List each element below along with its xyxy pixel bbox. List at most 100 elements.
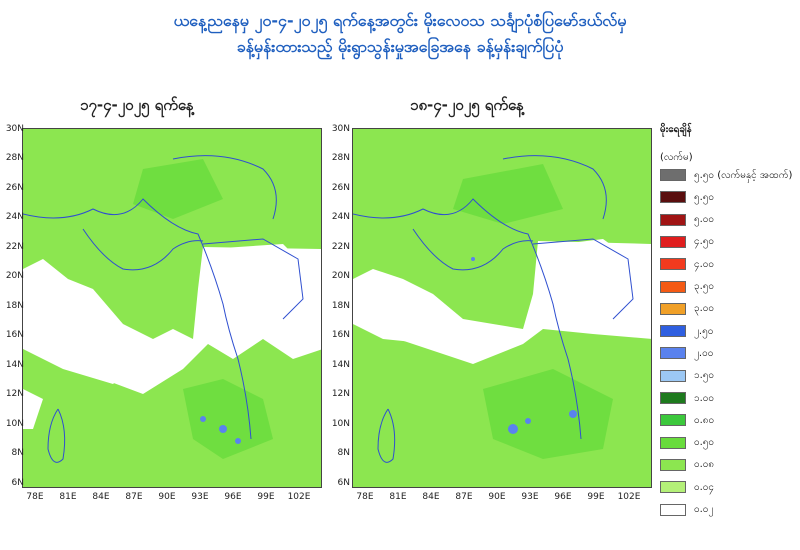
legend-item: ၀.၀၄ [660,479,714,495]
map-left-date-label: ၁၇-၄-၂၀၂၅ ရက်နေ့ [80,96,194,114]
map-left[interactable] [22,128,322,488]
legend-item: ၄.၅၀ [660,234,714,250]
lon-tick: 87E [455,492,473,502]
lat-tick: 14N [5,360,24,370]
legend-swatch [660,347,686,360]
legend-item: ၅.၅၀ [660,189,714,205]
lat-tick: 22N [331,242,350,252]
lat-tick: 16N [5,330,24,340]
legend-label: ၄.၅၀ [694,236,715,248]
legend-unit: (လက်မ) [660,152,693,163]
legend-swatch [660,302,686,315]
legend-label: ၃.၀၀ [694,303,715,315]
legend-label: ၁.၅၀ [694,370,715,382]
legend-title: မိုးရေချိန် [660,124,692,135]
lon-tick: 99E [257,492,275,502]
lon-tick: 81E [59,492,77,502]
legend-label: ၂.၅၀ [694,325,714,337]
lat-tick: 30N [331,124,350,134]
header-line-1: ယနေ့ညနေမှ ၂၀-၄-၂၀၂၅ ရက်နေ့အတွင်း မိုးလေဝ… [173,11,627,30]
lat-tick: 8N [337,448,350,458]
legend-item: ၅.၅၀ (လက်မနှင့် အထက်) [660,167,792,183]
lat-tick: 18N [5,301,24,311]
map-right-date-label: ၁၈-၄-၂၀၂၅ ရက်နေ့ [410,96,524,114]
lon-tick: 90E [158,492,176,502]
legend-label: ၅.၅၀ [694,191,715,203]
legend-swatch [660,458,686,471]
lon-tick: 99E [587,492,605,502]
lat-tick: 24N [331,212,350,222]
coastline [353,155,634,463]
header-line-2: ခန့်မှန်းထားသည့် မိုးရွာသွန်းမှုအခြေအနေ … [236,37,564,56]
legend-label: ၅.၅၀ (လက်မနှင့် အထက်) [694,169,793,181]
lon-tick: 96E [554,492,572,502]
lat-tick: 20N [5,271,24,281]
lat-tick: 18N [331,301,350,311]
lat-tick: 12N [5,389,24,399]
legend-label: ၀.၀၈ [694,459,715,471]
lat-tick: 28N [5,153,24,163]
lat-tick: 26N [331,183,350,193]
lon-tick: 96E [224,492,242,502]
legend-item: ၀.၅၀ [660,435,714,451]
lon-tick: 87E [125,492,143,502]
lon-tick: 93E [521,492,539,502]
lat-tick: 28N [331,153,350,163]
legend-swatch [660,280,686,293]
legend-item: ၀.၀၈ [660,457,714,473]
legend-swatch [660,169,686,181]
lon-tick: 102E [287,492,311,502]
legend-item: ၂.၅၀ [660,323,713,339]
rain-patch-blue [200,416,241,444]
legend-swatch [660,213,686,226]
legend-swatch [660,191,686,204]
legend-item: ၁.၀၀ [660,390,714,406]
lat-tick: 14N [331,360,350,370]
lat-tick: 26N [5,183,24,193]
lon-tick: 78E [26,492,44,502]
lon-tick: 84E [422,492,440,502]
lon-tick: 90E [488,492,506,502]
legend-item: ၂.၀၀ [660,345,713,361]
map-right-graphic [353,129,651,487]
lat-tick: 24N [5,212,24,222]
legend-swatch [660,235,686,248]
legend-swatch [660,258,686,271]
rain-patch-blue [471,257,577,434]
legend-item: ၃.၀၀ [660,301,714,317]
lat-tick: 6N [11,478,24,488]
legend-label: ၅.၀၀ [694,214,715,226]
lat-tick: 10N [331,419,350,429]
legend-item: ၅.၀၀ [660,212,714,228]
legend-swatch [660,481,686,494]
legend-item: ၃.၅၀ [660,279,714,295]
legend-label: ၁.၀၀ [694,392,715,404]
legend-swatch [660,503,686,516]
lat-tick: 8N [11,448,24,458]
lat-tick: 30N [5,124,24,134]
legend-label: ၄.၀၀ [694,258,715,270]
legend-item: ၁.၅၀ [660,368,714,384]
legend-swatch [660,414,686,427]
lat-tick: 16N [331,330,350,340]
map-right[interactable] [352,128,652,488]
lon-tick: 84E [92,492,110,502]
legend-label: ၀.၈၀ [694,414,715,426]
lat-tick: 12N [331,389,350,399]
legend-label: ၀.၀၄ [694,481,715,493]
lat-tick: 6N [337,478,350,488]
lat-tick: 20N [331,271,350,281]
legend-swatch [660,325,686,338]
lon-tick: 81E [389,492,407,502]
coastline [23,155,304,463]
legend-item: ၀.၈၀ [660,412,714,428]
legend-label: ၂.၀၀ [694,347,714,359]
legend-label: ၀.၅၀ [694,437,715,449]
legend-swatch [660,436,686,449]
legend-swatch [660,392,686,404]
lon-tick: 93E [191,492,209,502]
dry-area-white [23,244,313,429]
legend-label: ၃.၅၀ [694,281,715,292]
lon-tick: 102E [617,492,641,502]
lon-tick: 78E [356,492,374,502]
